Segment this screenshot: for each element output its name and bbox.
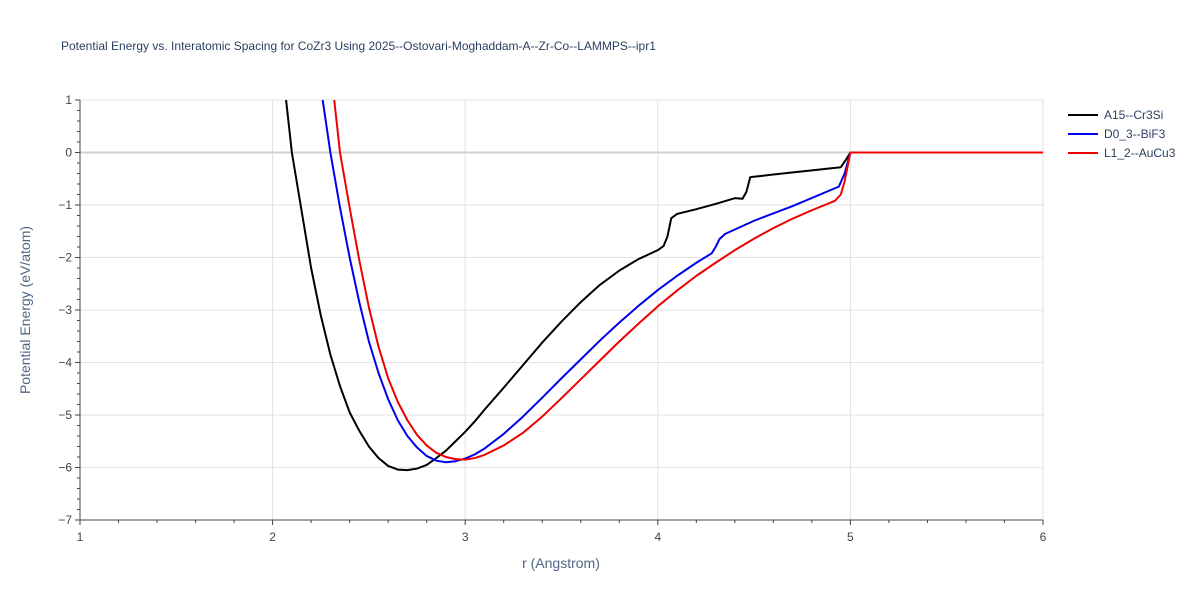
legend-label: A15--Cr3Si: [1104, 108, 1163, 122]
series-line-2: [333, 100, 1043, 461]
x-tick-label: 1: [77, 530, 84, 544]
legend-item[interactable]: L1_2--AuCu3: [1068, 146, 1176, 160]
axes: [75, 99, 1044, 525]
x-tick-label: 3: [462, 530, 469, 544]
x-axis-title: r (Angstrom): [522, 555, 600, 571]
series-line-1: [321, 100, 1043, 464]
series-line-0: [285, 100, 1043, 472]
legend[interactable]: A15--Cr3Si D0_3--BiF3 L1_2--AuCu3: [1068, 108, 1176, 160]
legend-item[interactable]: D0_3--BiF3: [1068, 127, 1166, 141]
series-lines: [285, 100, 1043, 472]
y-tick-label: −3: [58, 303, 72, 317]
chart-title: Potential Energy vs. Interatomic Spacing…: [61, 39, 656, 53]
legend-label: D0_3--BiF3: [1104, 127, 1166, 141]
x-tick-label: 6: [1040, 530, 1047, 544]
y-tick-label: −4: [58, 356, 72, 370]
y-tick-label: −2: [58, 251, 72, 265]
y-tick-label: 1: [65, 93, 72, 107]
x-tick-label: 5: [847, 530, 854, 544]
x-tick-labels: 1 2 3 4 5 6: [77, 530, 1047, 544]
legend-item[interactable]: A15--Cr3Si: [1068, 108, 1163, 122]
y-tick-labels: 1 0 −1 −2 −3 −4 −5 −6 −7: [58, 93, 72, 527]
x-tick-label: 4: [654, 530, 661, 544]
y-axis-title: Potential Energy (eV/atom): [17, 226, 33, 394]
y-tick-label: −6: [58, 461, 72, 475]
x-tick-label: 2: [269, 530, 276, 544]
y-tick-label: 0: [65, 146, 72, 160]
legend-label: L1_2--AuCu3: [1104, 146, 1176, 160]
y-tick-label: −5: [58, 408, 72, 422]
y-tick-label: −7: [58, 513, 72, 527]
y-tick-label: −1: [58, 198, 72, 212]
